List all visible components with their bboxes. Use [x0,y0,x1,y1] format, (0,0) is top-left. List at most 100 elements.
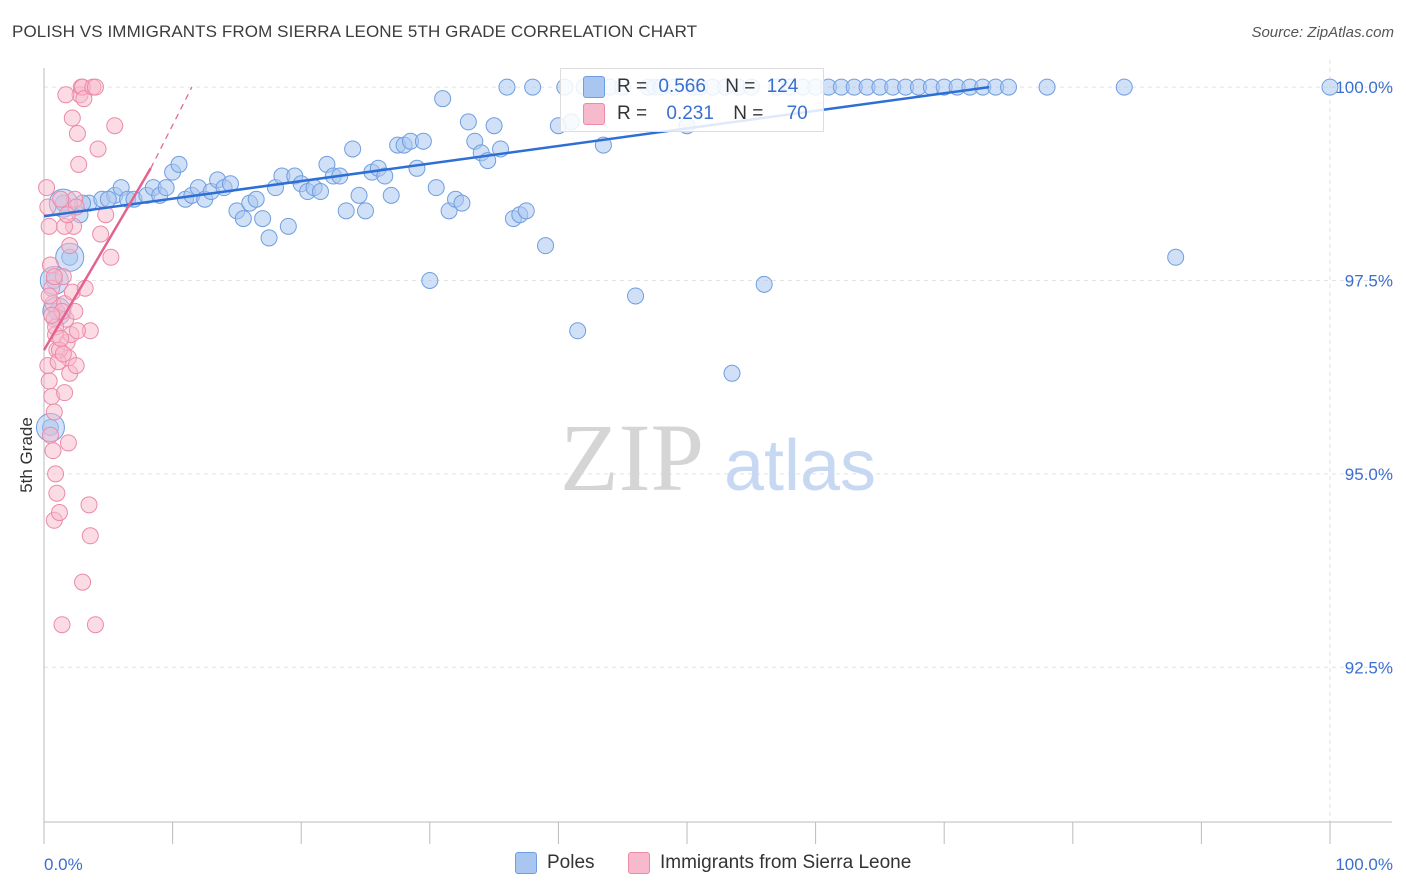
poles-point [311,183,329,201]
sierra-leone-point [89,140,107,158]
sierra-leone-point [47,465,65,483]
series-sierra-leone [38,78,124,634]
watermark-zip: ZIP [560,404,704,511]
poles-point [498,78,516,96]
sierra-leone-point [48,484,66,502]
poles-point [421,271,439,289]
poles-point [537,237,555,255]
poles-point [427,179,445,197]
y-tick-label: 100.0% [1335,78,1393,97]
trend-lines [42,85,990,351]
legend-label-sierra-leone: Immigrants from Sierra Leone [660,852,912,873]
sierra-leone-point [68,322,86,340]
sierra-leone-point [74,573,92,591]
y-tick-labels: 100.0% 97.5% 95.0% 92.5% [1335,78,1393,677]
sierra-leone-point [50,504,68,522]
sierra-leone-point [106,117,124,135]
sierra-leone-point [45,403,63,421]
chart-title: POLISH VS IMMIGRANTS FROM SIERRA LEONE 5… [12,22,698,41]
sierra-leone-point [41,426,59,444]
poles-point [157,179,175,197]
legend-item-poles: Poles [515,852,595,874]
sierra-leone-point [44,442,62,460]
poles-point [434,90,452,108]
sierra-leone-point [81,527,99,545]
poles-point [1167,248,1185,266]
sierra-leone-point [40,287,58,305]
poles-point [170,155,188,173]
stats-row-poles: R = 0.566 N = 124 [583,75,798,99]
sierra-leone-point [52,190,70,208]
poles-r-value: 0.566 [658,76,706,97]
poles-point [723,364,741,382]
sierra-leone-point [75,90,93,108]
sierra-leone-point [45,268,63,286]
sierra-leone-point [63,109,81,127]
poles-point [357,202,374,220]
x-tick-label: 0.0% [44,855,83,874]
poles-point [344,140,362,158]
legend-item-sierra-leone: Immigrants from Sierra Leone [628,852,911,874]
sierra-leone-swatch-icon [583,103,605,125]
poles-point [247,190,265,208]
sierra-leone-n-label: N = [733,103,764,124]
stats-row-sierra-leone: R = 0.231 N = 70 [583,102,808,126]
poles-point [524,78,542,96]
sierra-leone-point [67,357,85,375]
legend-label-poles: Poles [547,852,595,873]
sierra-leone-point [38,179,56,197]
poles-n-value: 124 [766,76,799,97]
sierra-leone-point [40,217,58,235]
sierra-leone-point [92,225,110,243]
poles-point [376,167,394,185]
poles-point [517,202,535,220]
poles-n-label: N = [725,76,756,97]
sierra-leone-n-value: 70 [786,103,808,124]
x-tick-labels: 0.0% 100.0% [44,855,1393,874]
poles-point [254,210,272,228]
sierra-leone-legend-swatch-icon [628,852,650,874]
y-tick-label: 95.0% [1345,465,1393,484]
sierra-leone-point [59,434,77,452]
poles-point [414,132,432,150]
sierra-leone-trend-line [42,167,152,351]
poles-point [1115,78,1133,96]
sierra-leone-r-label: R = [617,103,648,124]
y-tick-label: 92.5% [1345,658,1393,677]
source-label: Source: ZipAtlas.com [1251,24,1394,41]
sierra-leone-point [61,237,79,255]
poles-legend-swatch-icon [515,852,537,874]
poles-point [260,229,278,247]
poles-point [408,159,426,177]
poles-point [234,210,252,228]
poles-point [453,194,471,212]
poles-point [1038,78,1056,96]
sierra-leone-point [54,345,72,363]
poles-point [485,117,503,135]
poles-point [279,217,297,235]
axes [43,68,1392,844]
sierra-leone-point [57,86,75,104]
poles-point [627,287,645,305]
watermark: ZIP atlas [560,404,876,511]
sierra-leone-point [40,372,58,390]
sierra-leone-point [70,155,88,173]
poles-r-label: R = [617,76,648,97]
sierra-leone-point [86,616,104,634]
poles-point [1321,78,1339,96]
poles-point [382,186,400,204]
poles-point [350,186,368,204]
sierra-leone-point [56,384,74,402]
sierra-leone-point [68,124,86,142]
stats-legend: R = 0.566 N = 124 R = 0.231 N = 70 [560,68,824,132]
poles-point [337,202,355,220]
sierra-leone-point [53,616,71,634]
poles-point [569,322,587,340]
y-tick-label: 97.5% [1345,271,1393,290]
sierra-leone-point [86,78,104,96]
sierra-leone-point [102,248,120,266]
sierra-leone-point [80,496,98,514]
poles-point [459,113,477,131]
y-axis-label: 5th Grade [17,417,36,493]
